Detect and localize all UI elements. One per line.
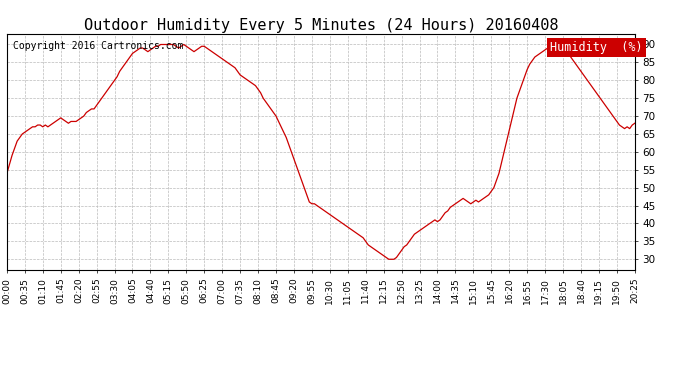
Title: Outdoor Humidity Every 5 Minutes (24 Hours) 20160408: Outdoor Humidity Every 5 Minutes (24 Hou… bbox=[83, 18, 558, 33]
Text: Copyright 2016 Cartronics.com: Copyright 2016 Cartronics.com bbox=[13, 41, 184, 51]
Text: Humidity  (%): Humidity (%) bbox=[550, 41, 642, 54]
